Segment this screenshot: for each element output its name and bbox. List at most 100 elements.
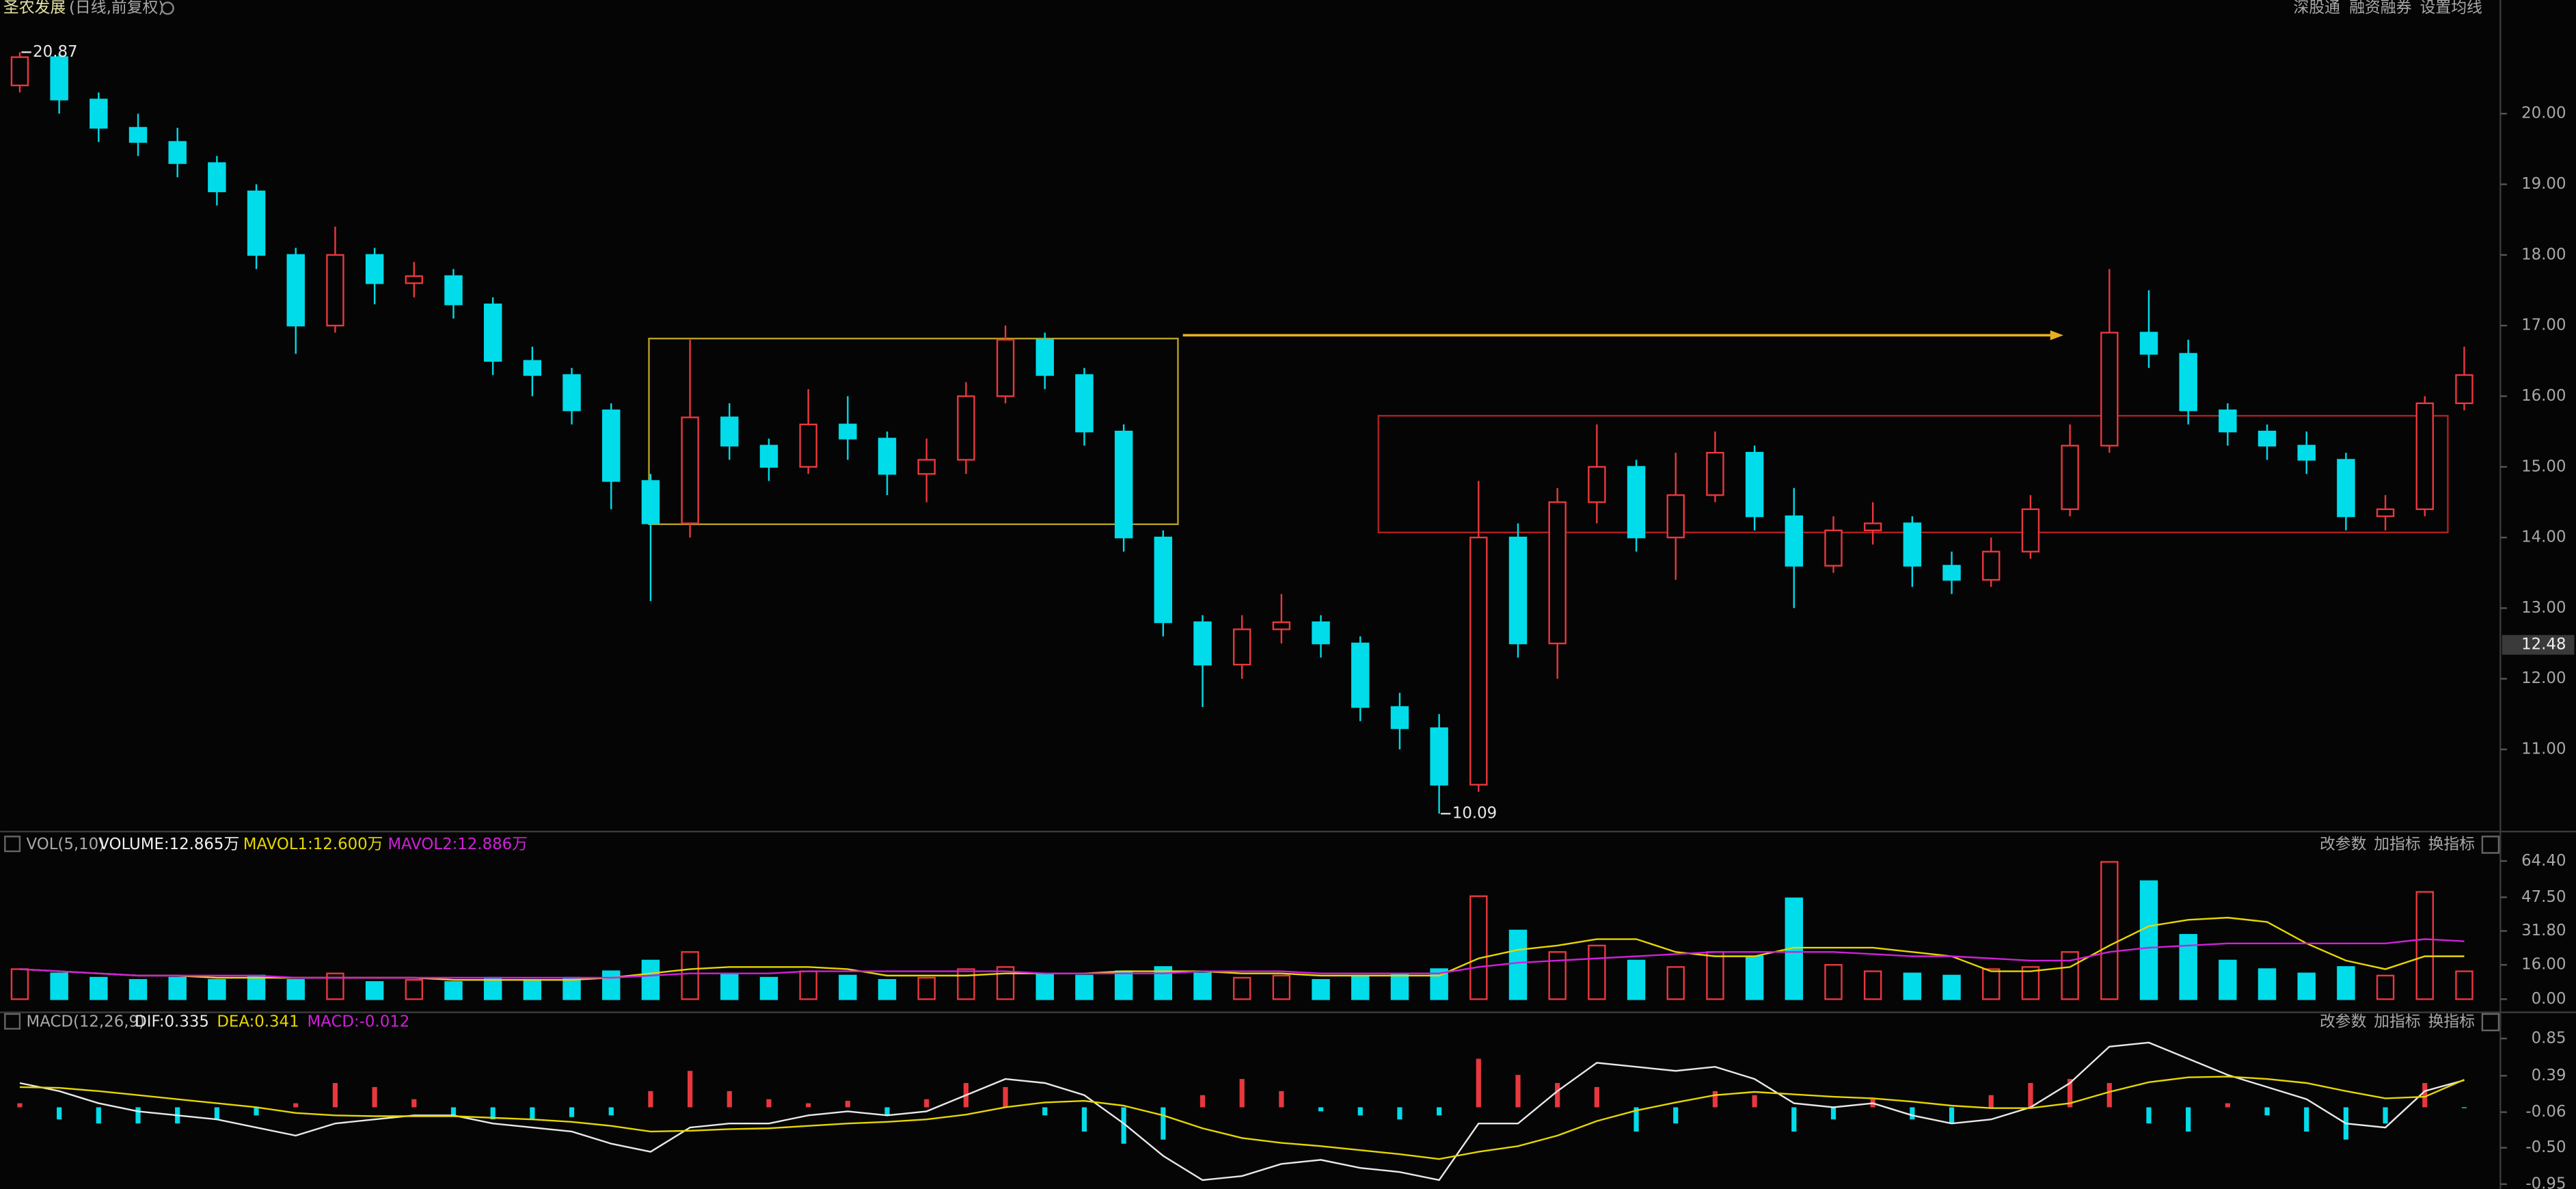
- volume-bar: [168, 976, 187, 1000]
- panel-button[interactable]: 改参数: [2320, 1013, 2367, 1031]
- volume-bar: [1666, 966, 1685, 1000]
- volume-bar: [2258, 968, 2277, 1000]
- candle-body: [10, 56, 29, 87]
- volume-bar: [1982, 968, 2001, 1000]
- volume-bar: [1863, 970, 1882, 1000]
- panel-button[interactable]: 加指标: [2374, 836, 2420, 853]
- volume-bar: [1193, 972, 1212, 1000]
- legend-entry: DIF:0.335: [135, 1013, 209, 1031]
- panel-button[interactable]: 换指标: [2428, 836, 2475, 853]
- candle-body: [1903, 522, 1922, 567]
- volume-bar: [50, 972, 68, 1000]
- candle-body: [208, 162, 226, 193]
- candle-body: [1232, 628, 1251, 666]
- volume-bar: [405, 978, 424, 1000]
- candle-body: [2219, 409, 2237, 433]
- legend-entry: DEA:0.341: [217, 1013, 299, 1031]
- volume-bar: [1035, 972, 1054, 1000]
- volume-bar: [365, 981, 384, 1000]
- candle-body: [1193, 621, 1212, 666]
- volume-bar: [247, 974, 266, 1000]
- panel-button[interactable]: 加指标: [2374, 1013, 2420, 1031]
- candle-body: [286, 254, 305, 327]
- high-label: 20.87: [33, 43, 77, 61]
- close-button[interactable]: [2481, 1013, 2500, 1032]
- toolbar-button[interactable]: 融资融券: [2349, 0, 2411, 17]
- y-tick-label: 18.00: [2521, 245, 2566, 263]
- panel-button[interactable]: 换指标: [2428, 1013, 2475, 1031]
- candle-body: [2337, 459, 2355, 518]
- close-button[interactable]: [2481, 836, 2500, 854]
- volume-bar: [601, 970, 621, 1000]
- volume-bar: [128, 978, 148, 1000]
- volume-bar: [2297, 972, 2316, 1000]
- panel-title: VOL(5,10): [27, 836, 105, 853]
- volume-bar: [1706, 951, 1724, 1000]
- y-tick-label: 16.00: [2521, 387, 2566, 405]
- volume-bar: [1824, 963, 1843, 1000]
- volume-bar: [90, 976, 108, 1000]
- settings-icon[interactable]: [161, 1, 174, 15]
- range-box: [648, 337, 1179, 525]
- candle-body: [2021, 508, 2040, 552]
- candle-body: [2297, 444, 2316, 461]
- legend-volume: VOLUME:12.865万: [98, 836, 239, 853]
- candle-body: [601, 409, 621, 482]
- volume-bar: [1390, 972, 1409, 1000]
- panel-button[interactable]: 改参数: [2320, 836, 2367, 853]
- volume-bar: [444, 981, 463, 1000]
- candle-body: [681, 416, 699, 524]
- candle-body: [2376, 508, 2395, 518]
- candle-body: [1469, 536, 1488, 786]
- volume-bar: [2021, 966, 2040, 1000]
- candle-body: [641, 480, 660, 524]
- y-tick-label: 17.00: [2521, 317, 2566, 334]
- y-tick-label: 19.00: [2521, 175, 2566, 193]
- candle-body: [2139, 332, 2158, 355]
- volume-bar: [1312, 978, 1330, 1000]
- candle-body: [878, 438, 897, 475]
- candle-body: [1982, 550, 2001, 581]
- legend-macd: MACD:-0.012: [308, 1013, 410, 1031]
- volume-bar: [799, 970, 817, 1000]
- volume-bar: [1942, 974, 1961, 1000]
- candle-body: [839, 423, 857, 440]
- volume-bar: [2337, 966, 2355, 1000]
- volume-bar: [917, 976, 936, 1000]
- volume-bar: [2415, 891, 2435, 1000]
- volume-bar: [1232, 976, 1251, 1000]
- price-marker-label: 12.48: [2521, 636, 2566, 654]
- volume-bar: [1272, 974, 1291, 1000]
- toolbar-button[interactable]: 设置均线: [2420, 0, 2482, 17]
- volume-bar: [878, 978, 897, 1000]
- toolbar-button[interactable]: 深股通: [2293, 0, 2340, 17]
- candle-body: [1035, 338, 1054, 376]
- candle-body: [1154, 536, 1173, 624]
- low-label: 10.09: [1452, 805, 1497, 823]
- volume-bar: [1548, 951, 1567, 1000]
- y-tick-label: 15.00: [2521, 457, 2566, 475]
- y-tick-label: 13.00: [2521, 599, 2566, 617]
- candle-body: [2258, 430, 2277, 447]
- volume-bar: [10, 968, 29, 1000]
- help-icon[interactable]: [4, 836, 21, 853]
- candle-body: [799, 423, 817, 468]
- candle-body: [1706, 451, 1724, 496]
- volume-bar: [681, 951, 699, 1000]
- stock-name: 圣农发展: [3, 0, 66, 17]
- candle-body: [1114, 430, 1133, 539]
- y-tick-label: 14.00: [2521, 529, 2566, 546]
- help-icon[interactable]: [4, 1013, 21, 1030]
- volume-bar: [2139, 880, 2158, 1000]
- candle-body: [1390, 706, 1409, 730]
- y-tick-label: -0.95: [2525, 1175, 2566, 1189]
- candle-body: [2179, 353, 2197, 412]
- candle-body: [1942, 565, 1961, 581]
- candle-body: [168, 141, 187, 164]
- volume-bar: [208, 978, 226, 1000]
- candle-body: [405, 275, 424, 284]
- volume-bar: [1075, 974, 1094, 1000]
- volume-bar: [562, 976, 581, 1000]
